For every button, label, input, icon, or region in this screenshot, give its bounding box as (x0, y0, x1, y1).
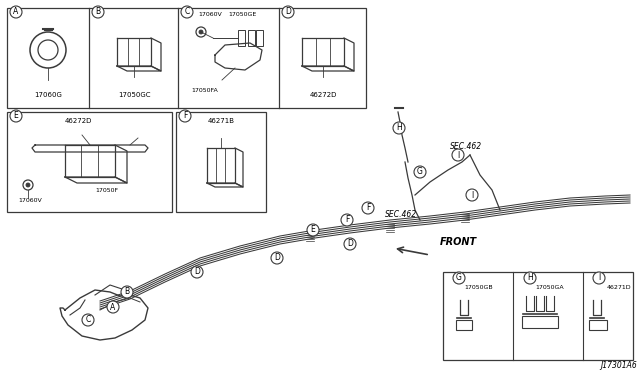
Text: C: C (184, 7, 189, 16)
Text: B: B (124, 288, 129, 296)
Text: D: D (347, 240, 353, 248)
Text: F: F (366, 203, 370, 212)
Text: F: F (183, 112, 187, 121)
Circle shape (121, 286, 133, 298)
Circle shape (362, 202, 374, 214)
Text: B: B (95, 7, 100, 16)
Circle shape (191, 266, 203, 278)
Bar (238, 30, 245, 46)
Text: F: F (345, 215, 349, 224)
Circle shape (26, 183, 30, 187)
Text: 17050GB: 17050GB (465, 285, 493, 290)
Text: 17050GA: 17050GA (536, 285, 564, 290)
Text: 17060V: 17060V (198, 12, 221, 17)
Bar (7, 112, 172, 212)
Text: D: D (194, 267, 200, 276)
Text: C: C (85, 315, 91, 324)
Bar (248, 30, 255, 46)
Text: 17050GE: 17050GE (228, 12, 256, 17)
Bar (176, 112, 266, 212)
Text: E: E (310, 225, 316, 234)
Circle shape (82, 314, 94, 326)
Text: J17301A6: J17301A6 (600, 361, 637, 370)
Circle shape (466, 189, 478, 201)
Bar (456, 320, 472, 330)
Text: H: H (527, 273, 533, 282)
Text: G: G (417, 167, 423, 176)
Text: A: A (110, 302, 116, 311)
Circle shape (341, 214, 353, 226)
Text: G: G (456, 273, 462, 282)
Circle shape (393, 122, 405, 134)
Bar (443, 272, 633, 360)
Circle shape (524, 272, 536, 284)
Text: D: D (274, 253, 280, 263)
Text: I: I (457, 151, 459, 160)
Circle shape (452, 149, 464, 161)
Circle shape (271, 252, 283, 264)
Circle shape (414, 166, 426, 178)
Circle shape (10, 110, 22, 122)
Text: E: E (13, 112, 19, 121)
Text: D: D (285, 7, 291, 16)
Text: H: H (396, 124, 402, 132)
Text: I: I (598, 273, 600, 282)
Bar (7, 8, 366, 108)
Text: SEC.462: SEC.462 (385, 210, 417, 219)
Circle shape (181, 6, 193, 18)
Text: 46272D: 46272D (309, 92, 337, 98)
Text: FRONT: FRONT (440, 237, 477, 247)
Text: 17050FA: 17050FA (191, 88, 218, 93)
Circle shape (179, 110, 191, 122)
Circle shape (344, 238, 356, 250)
Text: 46272D: 46272D (64, 118, 92, 124)
Circle shape (199, 30, 203, 34)
Text: 17050F: 17050F (95, 188, 118, 193)
Text: A: A (13, 7, 19, 16)
Circle shape (92, 6, 104, 18)
Circle shape (593, 272, 605, 284)
Circle shape (453, 272, 465, 284)
Text: 46271B: 46271B (207, 118, 234, 124)
Bar (256, 30, 263, 46)
Bar (522, 316, 558, 328)
Text: 17060G: 17060G (34, 92, 62, 98)
Bar (589, 320, 607, 330)
Text: SEC.462: SEC.462 (450, 142, 482, 151)
Circle shape (107, 301, 119, 313)
Circle shape (282, 6, 294, 18)
Text: I: I (471, 190, 473, 199)
Circle shape (10, 6, 22, 18)
Text: 46271D: 46271D (607, 285, 631, 290)
Text: 17060V: 17060V (18, 198, 42, 203)
Circle shape (307, 224, 319, 236)
Text: 17050GC: 17050GC (118, 92, 150, 98)
